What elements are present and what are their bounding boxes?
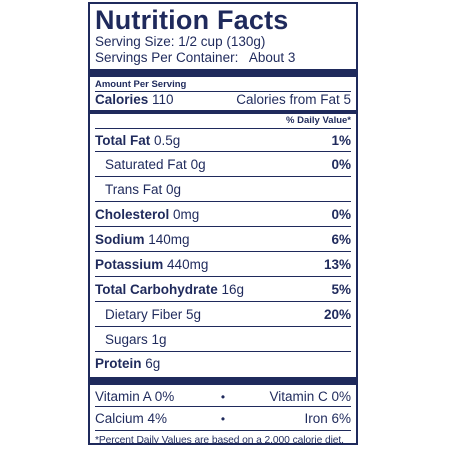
medium-divider	[90, 110, 356, 114]
serving-size: Serving Size: 1/2 cup (130g)	[95, 34, 266, 49]
nutrient-dv: 6%	[331, 231, 351, 247]
nutrient-dv: 1%	[331, 132, 351, 148]
bullet-separator: •	[220, 389, 226, 404]
nutrient-label: Sodium 140mg	[95, 232, 190, 247]
nutrient-dv: 13%	[323, 256, 351, 272]
nutrient-name: Protein	[95, 356, 142, 371]
nutrient-row-total-fat: Total Fat 0.5g 1%	[95, 129, 351, 151]
nutrient-name: Saturated Fat	[105, 156, 187, 172]
nutrient-amount: 0.5g	[154, 132, 181, 148]
nutrient-row-sugars: Sugars 1g	[95, 327, 351, 351]
nutrient-amount: 440mg	[167, 256, 209, 272]
vitamin-row-1: Vitamin A 0% • Vitamin C 0%	[95, 387, 351, 406]
nutrient-name: Total Carbohydrate	[95, 281, 218, 297]
nutrition-facts-panel: Nutrition Facts Serving Size: 1/2 cup (1…	[88, 2, 358, 446]
nutrient-amount: 0mg	[173, 206, 200, 222]
calories-label: Calories	[95, 92, 149, 107]
divider	[95, 201, 351, 202]
divider	[95, 430, 351, 431]
vitamin-a: Vitamin A 0%	[95, 389, 175, 404]
nutrient-dv: 5%	[331, 281, 351, 297]
divider	[95, 176, 351, 177]
nutrient-row-sodium: Sodium 140mg 6%	[95, 227, 351, 251]
thick-divider	[90, 69, 356, 77]
divider	[95, 151, 351, 152]
nutrient-row-saturated-fat: Saturated Fat 0g 0%	[95, 152, 351, 176]
thick-divider	[90, 377, 356, 385]
nutrient-name: Sugars	[105, 331, 148, 347]
nutrient-label: Total Carbohydrate 16g	[95, 282, 244, 297]
nutrient-label: Sugars 1g	[105, 332, 167, 347]
nutrient-name: Dietary Fiber	[105, 306, 183, 322]
nutrient-row-protein: Protein 6g	[95, 352, 351, 375]
label-title: Nutrition Facts	[95, 5, 289, 35]
nutrient-name: Cholesterol	[95, 206, 170, 222]
iron: Iron 6%	[304, 411, 351, 426]
vitamin-c: Vitamin C 0%	[269, 389, 351, 404]
nutrient-amount: 1g	[151, 331, 167, 347]
nutrient-label: Protein 6g	[95, 356, 160, 371]
divider	[95, 276, 351, 277]
nutrient-name: Trans Fat	[105, 181, 163, 197]
nutrient-dv: 0%	[331, 206, 351, 222]
footnote: *Percent Daily Values are based on a 2,0…	[95, 435, 344, 446]
nutrient-label: Saturated Fat 0g	[105, 157, 206, 172]
nutrient-row-dietary-fiber: Dietary Fiber 5g 20%	[95, 302, 351, 326]
daily-value-header: % Daily Value*	[286, 115, 351, 126]
nutrient-label: Cholesterol 0mg	[95, 207, 199, 222]
nutrient-label: Potassium 440mg	[95, 257, 208, 272]
nutrient-amount: 0g	[166, 181, 182, 197]
vitamin-row-2: Calcium 4% • Iron 6%	[95, 409, 351, 428]
nutrient-dv: 20%	[323, 306, 351, 322]
calories-text: Calories 110	[95, 92, 174, 108]
nutrient-row-cholesterol: Cholesterol 0mg 0%	[95, 202, 351, 226]
nutrient-name: Total Fat	[95, 132, 151, 148]
servings-per-container: Servings Per Container: About 3	[95, 50, 296, 65]
divider	[95, 406, 351, 407]
nutrient-row-potassium: Potassium 440mg 13%	[95, 252, 351, 276]
calories-row: Calories 110 Calories from Fat 5	[95, 92, 351, 108]
nutrient-name: Sodium	[95, 231, 145, 247]
calories-value: 110	[152, 92, 174, 107]
calcium: Calcium 4%	[95, 411, 168, 426]
nutrient-row-total-carbohydrate: Total Carbohydrate 16g 5%	[95, 277, 351, 301]
bullet-separator: •	[220, 411, 226, 426]
divider	[95, 251, 351, 252]
nutrient-label: Total Fat 0.5g	[95, 133, 180, 148]
nutrient-amount: 140mg	[148, 231, 190, 247]
nutrient-amount: 6g	[145, 356, 161, 371]
divider	[95, 91, 351, 92]
divider	[95, 326, 351, 327]
nutrient-row-trans-fat: Trans Fat 0g	[95, 177, 351, 201]
nutrient-name: Potassium	[95, 256, 164, 272]
amount-per-serving: Amount Per Serving	[95, 79, 187, 90]
divider	[95, 351, 351, 352]
divider	[95, 226, 351, 227]
divider	[95, 301, 351, 302]
nutrient-amount: 0g	[190, 156, 206, 172]
nutrient-label: Dietary Fiber 5g	[105, 307, 201, 322]
nutrient-dv: 0%	[331, 156, 351, 172]
calories-from-fat: Calories from Fat 5	[236, 92, 351, 107]
divider	[95, 128, 351, 129]
nutrient-amount: 16g	[221, 281, 245, 297]
nutrient-amount: 5g	[186, 306, 202, 322]
nutrient-label: Trans Fat 0g	[105, 182, 181, 197]
